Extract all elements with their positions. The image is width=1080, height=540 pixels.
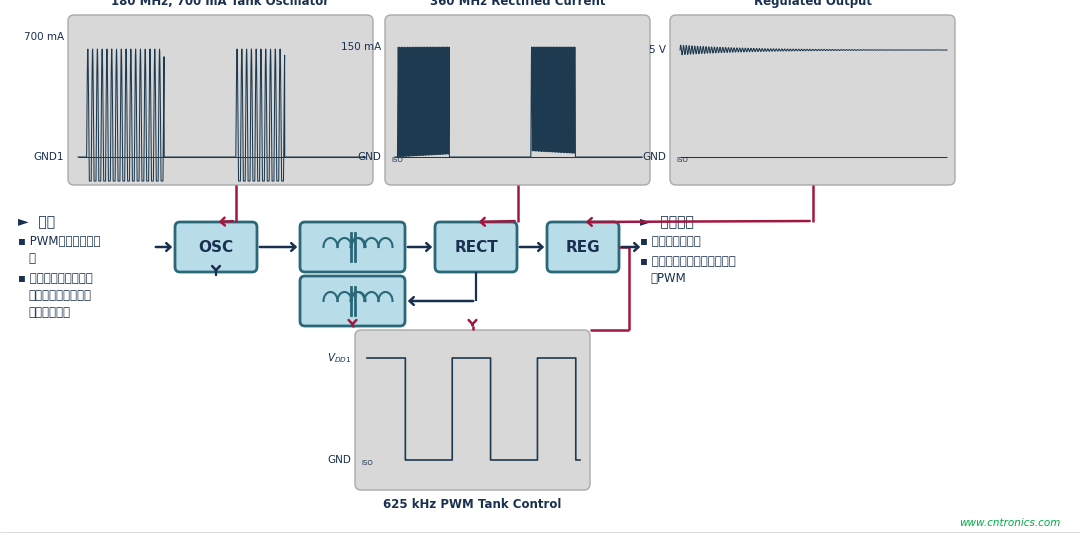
Text: GND1: GND1 [33,152,64,162]
Text: 生PWM: 生PWM [650,272,686,285]
Text: 器保持开启，直到输: 器保持开启，直到输 [28,289,91,302]
Text: ▪ 启动期间，储能振荡: ▪ 启动期间，储能振荡 [18,272,93,285]
Text: 625 kHz PWM Tank Control: 625 kHz PWM Tank Control [383,498,562,511]
Text: 150 mA: 150 mA [341,42,381,52]
FancyBboxPatch shape [384,15,650,185]
FancyBboxPatch shape [68,15,373,185]
Text: ▪ 稳唸器根据所选的设定点产: ▪ 稳唸器根据所选的设定点产 [640,255,735,268]
Text: ISO: ISO [676,157,688,163]
Text: ▪ PWM控制储能振荡: ▪ PWM控制储能振荡 [18,235,100,248]
FancyBboxPatch shape [300,276,405,326]
FancyBboxPatch shape [300,222,405,272]
FancyBboxPatch shape [670,15,955,185]
Text: REG: REG [566,240,600,254]
Text: 5 V: 5 V [649,45,666,55]
Text: Regulated Output: Regulated Output [754,0,872,8]
Text: ISO: ISO [391,157,403,163]
Text: GND: GND [327,455,351,465]
Text: GND: GND [357,152,381,162]
Text: ►  副边调节: ► 副边调节 [640,215,693,229]
Text: 器: 器 [28,252,35,265]
FancyBboxPatch shape [435,222,517,272]
Text: 出处于调节中: 出处于调节中 [28,306,70,319]
Text: 180 MHz, 700 mA Tank Oscillator: 180 MHz, 700 mA Tank Oscillator [111,0,329,8]
Text: www.cntronics.com: www.cntronics.com [959,518,1059,528]
FancyBboxPatch shape [175,222,257,272]
Text: $V_{DD1}$: $V_{DD1}$ [327,351,351,365]
Text: ►  原边: ► 原边 [18,215,55,229]
Text: OSC: OSC [199,240,233,254]
Text: 700 mA: 700 mA [24,32,64,42]
Text: 360 MHz Rectified Current: 360 MHz Rectified Current [430,0,605,8]
Text: RECT: RECT [454,240,498,254]
FancyBboxPatch shape [355,330,590,490]
Text: ▪ 电流整流和滤波: ▪ 电流整流和滤波 [640,235,701,248]
FancyBboxPatch shape [546,222,619,272]
Text: GND: GND [643,152,666,162]
Text: ISO: ISO [361,460,373,466]
